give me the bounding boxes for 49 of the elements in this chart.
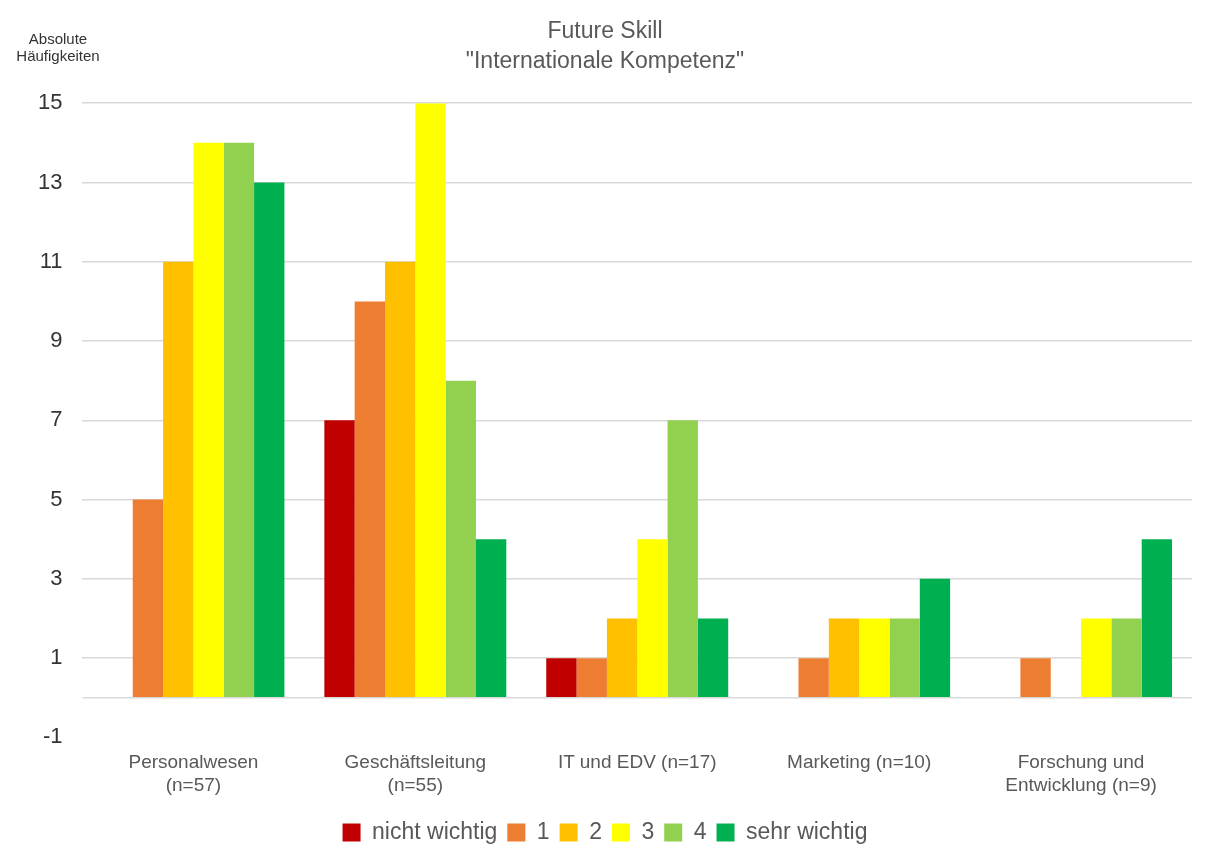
x-tick-label: IT und EDV (n=17) xyxy=(557,751,717,773)
legend-label: 3 xyxy=(641,817,655,844)
bar xyxy=(889,618,920,698)
bar xyxy=(254,182,285,698)
bar xyxy=(606,618,638,698)
bar xyxy=(1020,658,1051,698)
legend-label: nicht wichtig xyxy=(372,817,498,844)
bar xyxy=(193,142,224,698)
bar xyxy=(1111,618,1142,698)
bar xyxy=(546,658,577,698)
bar xyxy=(697,618,729,698)
chart-subtitle: "Internationale Kompetenz" xyxy=(465,46,745,73)
y-axis-title: Absolute Häufigkeiten xyxy=(15,30,101,64)
bar xyxy=(1081,618,1112,698)
y-tick-label: 7 xyxy=(50,406,63,432)
y-tick-label: 9 xyxy=(50,327,63,353)
bar xyxy=(445,380,476,698)
legend-label: 2 xyxy=(589,817,602,844)
y-tick-label: -1 xyxy=(42,723,63,749)
bar xyxy=(667,420,698,698)
bar xyxy=(919,578,951,698)
x-tick-label: Personalwesen (n=57) xyxy=(128,751,259,795)
x-tick-label: Forschung und Entwicklung (n=9) xyxy=(1005,751,1157,795)
bar xyxy=(415,103,446,698)
bar xyxy=(163,261,194,698)
bar xyxy=(576,658,607,698)
x-tick-label: Marketing (n=10) xyxy=(787,751,932,773)
bar xyxy=(223,142,255,698)
bar xyxy=(828,618,860,698)
y-tick-label: 15 xyxy=(37,89,63,115)
legend-label: 1 xyxy=(536,817,550,844)
bar xyxy=(324,420,355,698)
y-tick-label: 13 xyxy=(37,168,63,194)
bar xyxy=(354,301,385,698)
legend-label: sehr wichtig xyxy=(746,817,868,844)
bar xyxy=(637,539,668,698)
chart-title: Future Skill xyxy=(547,17,663,44)
legend-label: 4 xyxy=(693,817,707,844)
bar xyxy=(1141,539,1173,698)
bar xyxy=(385,261,416,698)
y-tick-label: 3 xyxy=(50,564,63,590)
y-tick-label: 11 xyxy=(39,247,63,273)
y-tick-label: 5 xyxy=(50,485,63,511)
bar xyxy=(859,618,890,698)
bar xyxy=(132,499,164,698)
bar xyxy=(798,658,829,698)
bar xyxy=(475,539,507,698)
y-tick-label: 1 xyxy=(50,644,63,670)
x-tick-label: Geschäftsleitung (n=55) xyxy=(344,751,487,795)
